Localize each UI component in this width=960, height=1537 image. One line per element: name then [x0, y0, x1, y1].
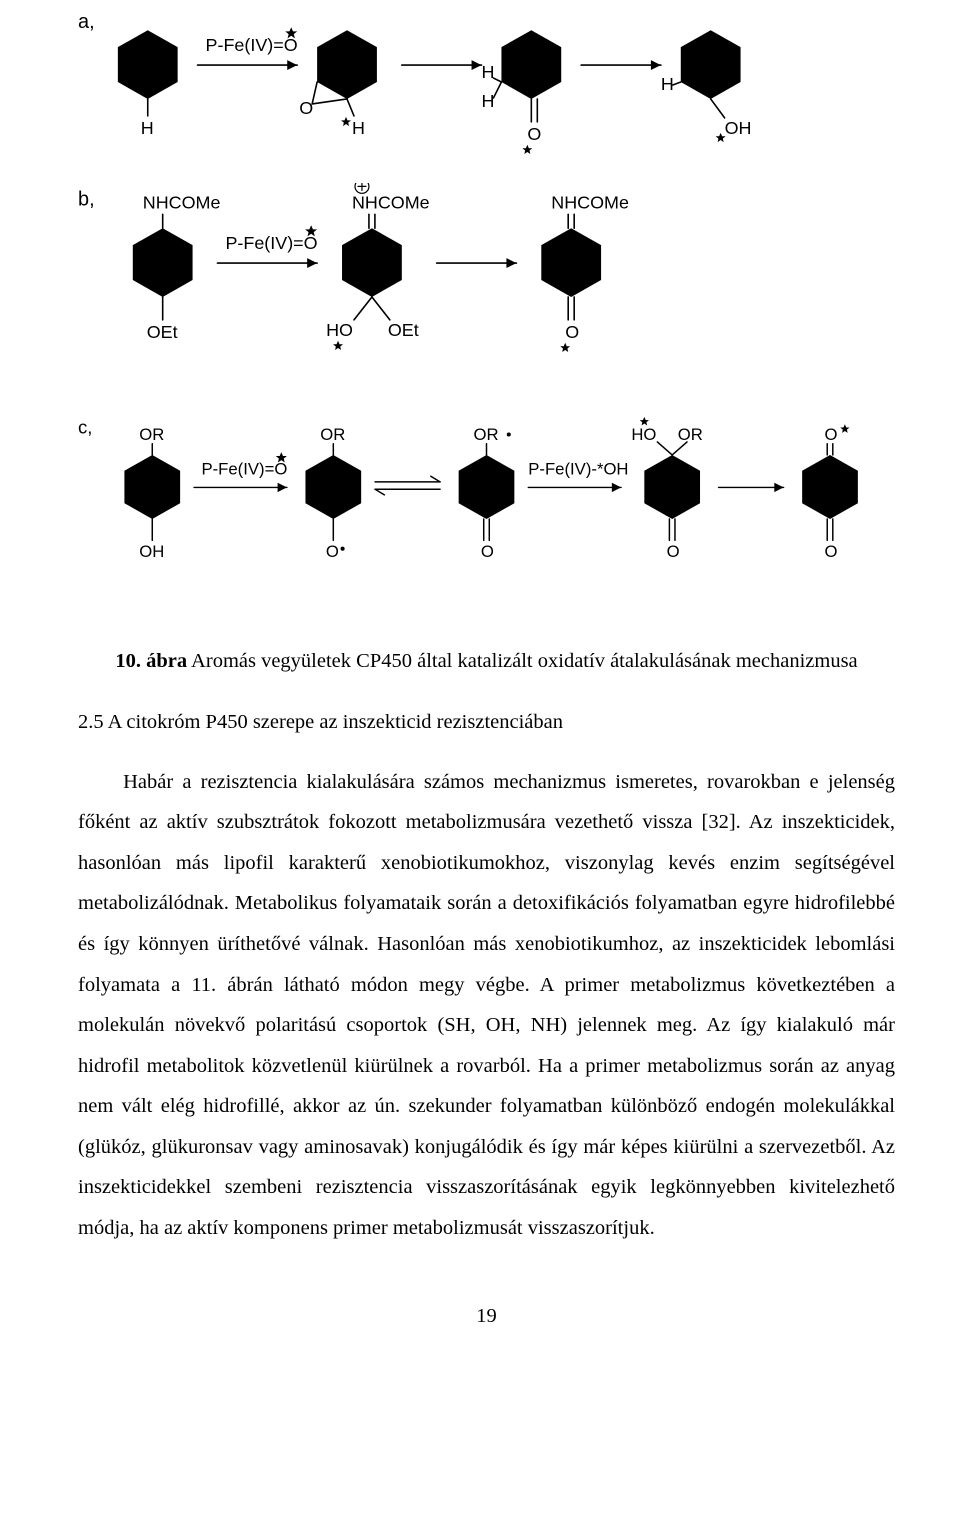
svg-text:O: O	[481, 542, 494, 561]
svg-text:OR: OR	[678, 425, 703, 444]
svg-text:HO: HO	[631, 425, 656, 444]
figure-caption: 10. ábra Aromás vegyületek CP450 által k…	[78, 649, 895, 675]
svg-text:OH: OH	[139, 542, 164, 561]
svg-text:NHCOMe: NHCOMe	[551, 192, 629, 212]
figure-label: 10. ábra	[115, 650, 187, 672]
svg-text:OH: OH	[725, 118, 752, 138]
svg-text:OEt: OEt	[147, 322, 178, 342]
scheme-row-a: a, H P-Fe(IV)=O O H	[78, 10, 895, 160]
page-number: 19	[78, 1305, 895, 1328]
svg-text:O: O	[527, 124, 541, 144]
svg-text:P-Fe(IV)-*OH: P-Fe(IV)-*OH	[528, 459, 628, 478]
svg-text:OEt: OEt	[388, 320, 419, 340]
svg-text:O: O	[667, 542, 680, 561]
svg-text:H: H	[141, 118, 154, 138]
svg-text:O: O	[299, 98, 313, 118]
row-label-c: c,	[78, 417, 92, 438]
svg-text:H: H	[482, 91, 495, 111]
svg-text:OR: OR	[320, 425, 345, 444]
svg-text:H: H	[482, 62, 495, 82]
svg-text:NHCOMe: NHCOMe	[143, 192, 221, 212]
scheme-row-c: c, OR OH P-Fe(IV)=O OR	[78, 406, 895, 606]
paragraph-1: Habár a rezisztencia kialakulására számo…	[78, 762, 895, 1249]
svg-text:P-Fe(IV)=O: P-Fe(IV)=O	[225, 233, 317, 253]
row-label-a: a,	[78, 11, 95, 33]
reagent-a: P-Fe(IV)=O	[206, 35, 298, 55]
svg-text:HO: HO	[326, 320, 353, 340]
svg-text:H: H	[352, 118, 365, 138]
svg-text:P-Fe(IV)=O: P-Fe(IV)=O	[201, 459, 287, 478]
scheme-row-b: b, NHCOMe OEt P-Fe(IV)=O NHCOMe	[78, 183, 895, 383]
figure-caption-text: Aromás vegyületek CP450 által katalizált…	[187, 650, 858, 672]
svg-text:O: O	[326, 542, 339, 561]
body-text: Habár a rezisztencia kialakulására számo…	[78, 762, 895, 1249]
svg-text:H: H	[661, 74, 674, 94]
section-heading: 2.5 A citokróm P450 szerepe az inszektic…	[78, 711, 895, 734]
svg-text:OR: OR	[474, 425, 499, 444]
svg-text:OR: OR	[139, 425, 164, 444]
svg-text:O: O	[565, 322, 579, 342]
svg-text:NHCOMe: NHCOMe	[352, 192, 430, 212]
svg-text:O: O	[824, 425, 837, 444]
row-label-b: b,	[78, 188, 95, 210]
svg-text:O: O	[824, 542, 837, 561]
